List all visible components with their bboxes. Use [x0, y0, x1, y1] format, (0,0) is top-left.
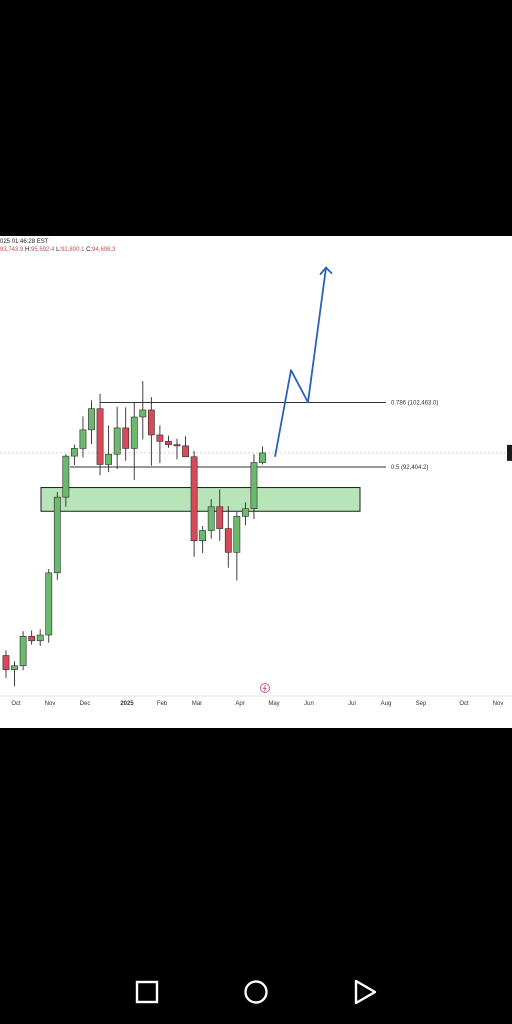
chart-panel: 0.786 (102,463.0) 0.5 (92,404.2) Oct Nov De…: [0, 236, 512, 728]
candle-body-up: [19, 635, 27, 667]
high-label: H:: [25, 247, 32, 253]
navigation-bar: [0, 960, 512, 1024]
candle: [28, 630, 36, 645]
candle: [11, 661, 18, 687]
candle: [113, 406, 121, 469]
fib-level-label: 0.5 (92,404.2): [391, 465, 428, 471]
candle-body-down: [28, 635, 36, 642]
x-axis-tick-label: Feb: [157, 701, 168, 707]
candle-body-up: [233, 516, 241, 553]
low-label: L:: [56, 247, 62, 253]
candle-body-down: [182, 445, 189, 458]
candle-body-up: [71, 448, 78, 457]
open-value: 93,743.9: [0, 247, 24, 253]
x-axis-tick-label: 2025: [120, 701, 134, 707]
candle-body-up: [45, 572, 53, 636]
candle-body-up: [79, 429, 87, 449]
x-axis-tick-label: Nov: [493, 701, 504, 707]
x-axis-tick-label: Dec: [80, 701, 91, 707]
candle-body-up: [130, 416, 138, 449]
high-value: 95,592.4: [31, 247, 55, 253]
projection-arrowhead: [319, 266, 333, 276]
timestamp: 025 01:46:28 EST: [0, 239, 49, 245]
candle-body-down: [165, 441, 172, 445]
candle-body-down: [96, 408, 104, 465]
x-axis-tick-label: Apr: [235, 701, 244, 707]
x-axis-tick-label: May: [268, 701, 279, 707]
projection-path: [274, 267, 327, 457]
candle: [62, 454, 70, 507]
candle: [216, 489, 224, 541]
fib-level-label: 0.786 (102,463.0): [391, 401, 438, 407]
x-axis-tick-label: Jul: [348, 701, 356, 707]
ohlc-header: 025 01:46:28 EST 93,743.9 H:95,592.4 L:9…: [0, 238, 115, 254]
candle: [250, 454, 258, 519]
candle-body-up: [88, 408, 95, 431]
candle-body-up: [199, 530, 207, 542]
candle-body-up: [259, 452, 266, 463]
square-icon[interactable]: [133, 978, 161, 1006]
candle-body-up: [113, 427, 121, 455]
candle-body-up: [139, 409, 147, 418]
candle: [36, 629, 44, 646]
event-marker-icon: [260, 683, 270, 693]
support-zone: [40, 487, 361, 512]
x-axis-tick-label: Oct: [459, 701, 469, 707]
candle-body-down: [2, 655, 10, 670]
candle-body-down: [216, 506, 224, 529]
x-axis-tick-label: Jun: [304, 701, 314, 707]
x-axis-tick-label: Mar: [192, 701, 202, 707]
candle: [242, 502, 249, 526]
candle-body-up: [53, 496, 61, 574]
candle: [224, 506, 232, 568]
candle: [207, 499, 215, 539]
candle-body-down: [122, 427, 130, 449]
price-axis-marker: [507, 444, 512, 461]
candle: [88, 400, 95, 444]
candle-body-down: [190, 456, 198, 542]
close-label: C:: [86, 247, 93, 253]
x-axis-tick-label: Nov: [45, 701, 56, 707]
candle: [190, 450, 198, 557]
lightning-icon: [262, 684, 267, 692]
candle-body-up: [11, 665, 18, 670]
candle: [182, 436, 189, 458]
candle: [53, 492, 61, 580]
candle: [96, 393, 104, 476]
candle-body-down: [224, 528, 232, 553]
candle-body-up: [36, 634, 44, 642]
close-value: 94,606.3: [92, 247, 116, 253]
candle: [165, 435, 172, 448]
low-value: 92,800.1: [61, 247, 85, 253]
x-axis-tick-label: Oct: [11, 701, 21, 707]
candle-body-up: [207, 506, 215, 531]
circle-icon[interactable]: [242, 978, 270, 1006]
candle: [19, 631, 27, 671]
price-chart[interactable]: 0.786 (102,463.0) 0.5 (92,404.2) Oct Nov De…: [0, 236, 512, 728]
candle: [130, 402, 138, 480]
candle: [233, 511, 241, 581]
candle: [173, 438, 181, 460]
candle-body-down: [173, 444, 181, 447]
candle: [71, 444, 78, 466]
candle: [2, 650, 10, 678]
x-axis-tick-label: Aug: [381, 701, 392, 707]
candle: [122, 407, 130, 461]
candle: [147, 397, 155, 466]
candle: [259, 446, 266, 465]
candle: [139, 381, 147, 440]
triangle-back-icon[interactable]: [351, 978, 379, 1006]
candle-body-up: [105, 453, 112, 465]
candle-body-down: [147, 409, 155, 436]
candle-body-up: [250, 462, 258, 510]
candle: [105, 425, 112, 473]
x-axis-tick-label: Sep: [416, 701, 427, 707]
candle: [156, 425, 164, 464]
candle-body-up: [242, 508, 249, 517]
candle-body-down: [156, 434, 164, 442]
candle: [199, 526, 207, 553]
candle-body-up: [62, 455, 70, 498]
candle: [79, 416, 87, 458]
candle: [45, 568, 53, 643]
